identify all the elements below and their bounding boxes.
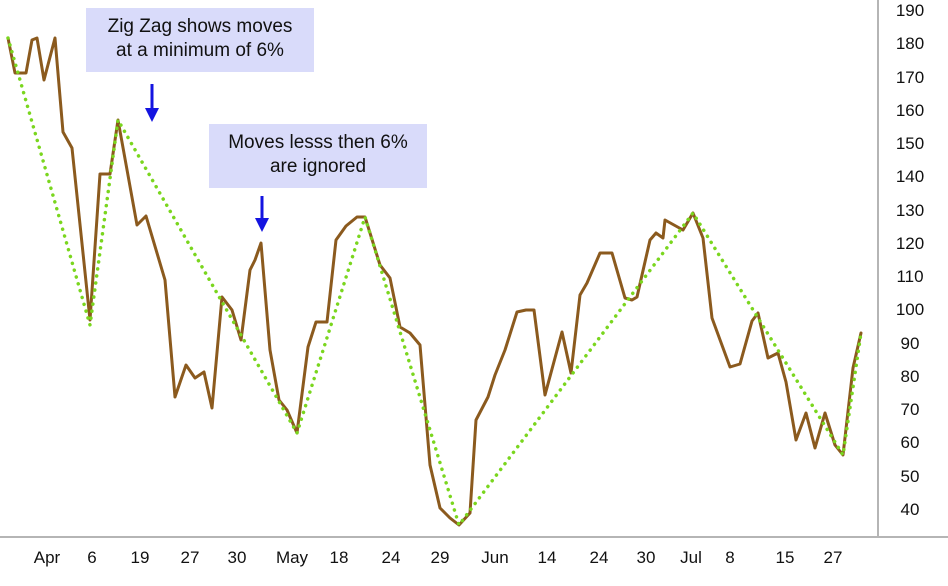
x-tick-label: May xyxy=(275,548,309,567)
y-tick-label: 90 xyxy=(900,333,920,353)
y-tick-label: 60 xyxy=(900,433,920,453)
x-tick-label: Jun xyxy=(481,548,509,567)
y-tick-label: 40 xyxy=(900,500,920,519)
x-tick-label: 6 xyxy=(87,548,97,567)
callout-min-move: Zig Zag shows moves at a minimum of 6% xyxy=(86,8,314,72)
x-tick-label: 19 xyxy=(130,548,150,567)
x-tick-label: 8 xyxy=(725,548,735,567)
x-tick-label: 30 xyxy=(636,548,656,567)
y-tick-label: 80 xyxy=(900,366,920,386)
y-tick-label: 140 xyxy=(895,167,925,187)
y-tick-label: 50 xyxy=(900,466,920,486)
callout-min-move-line2: at a minimum of 6% xyxy=(116,40,284,61)
x-tick-label: 24 xyxy=(589,548,609,567)
x-tick-label: 27 xyxy=(823,548,843,567)
x-tick-label: 27 xyxy=(180,548,200,567)
y-tick-label: 170 xyxy=(895,67,925,87)
x-tick-label: Apr xyxy=(33,548,61,567)
callout-min-move-line1: Zig Zag shows moves xyxy=(107,16,293,37)
callout-ignored-line2: are ignored xyxy=(269,156,367,177)
y-tick-label: 70 xyxy=(900,400,920,420)
x-tick-label: 29 xyxy=(430,548,450,567)
zigzag-line xyxy=(6,36,863,529)
x-tick-label: 18 xyxy=(329,548,349,567)
axes xyxy=(0,0,948,538)
arrow-down-icon xyxy=(255,218,269,232)
x-tick-label: 24 xyxy=(381,548,401,567)
y-tick-label: 120 xyxy=(895,233,925,253)
y-tick-label: 190 xyxy=(895,1,925,20)
y-tick-label: 130 xyxy=(895,200,925,220)
callout-ignored: Moves lesss then 6% are ignored xyxy=(209,124,427,188)
x-tick-label: 15 xyxy=(775,548,795,567)
arrow-1 xyxy=(145,84,159,122)
x-tick-label: 14 xyxy=(537,548,557,567)
y-tick-label: 150 xyxy=(895,134,925,154)
y-tick-label: 180 xyxy=(895,34,925,54)
arrow-2 xyxy=(255,196,269,232)
x-tick-label: Jul xyxy=(680,548,702,567)
arrow-down-icon xyxy=(145,108,159,122)
y-tick-label: 100 xyxy=(895,300,925,320)
callout-ignored-line1: Moves lesss then 6% xyxy=(228,132,408,153)
x-tick-label: 30 xyxy=(227,548,247,567)
price-line xyxy=(6,36,863,527)
y-tick-label: 160 xyxy=(895,100,925,120)
y-tick-label: 110 xyxy=(896,267,924,287)
